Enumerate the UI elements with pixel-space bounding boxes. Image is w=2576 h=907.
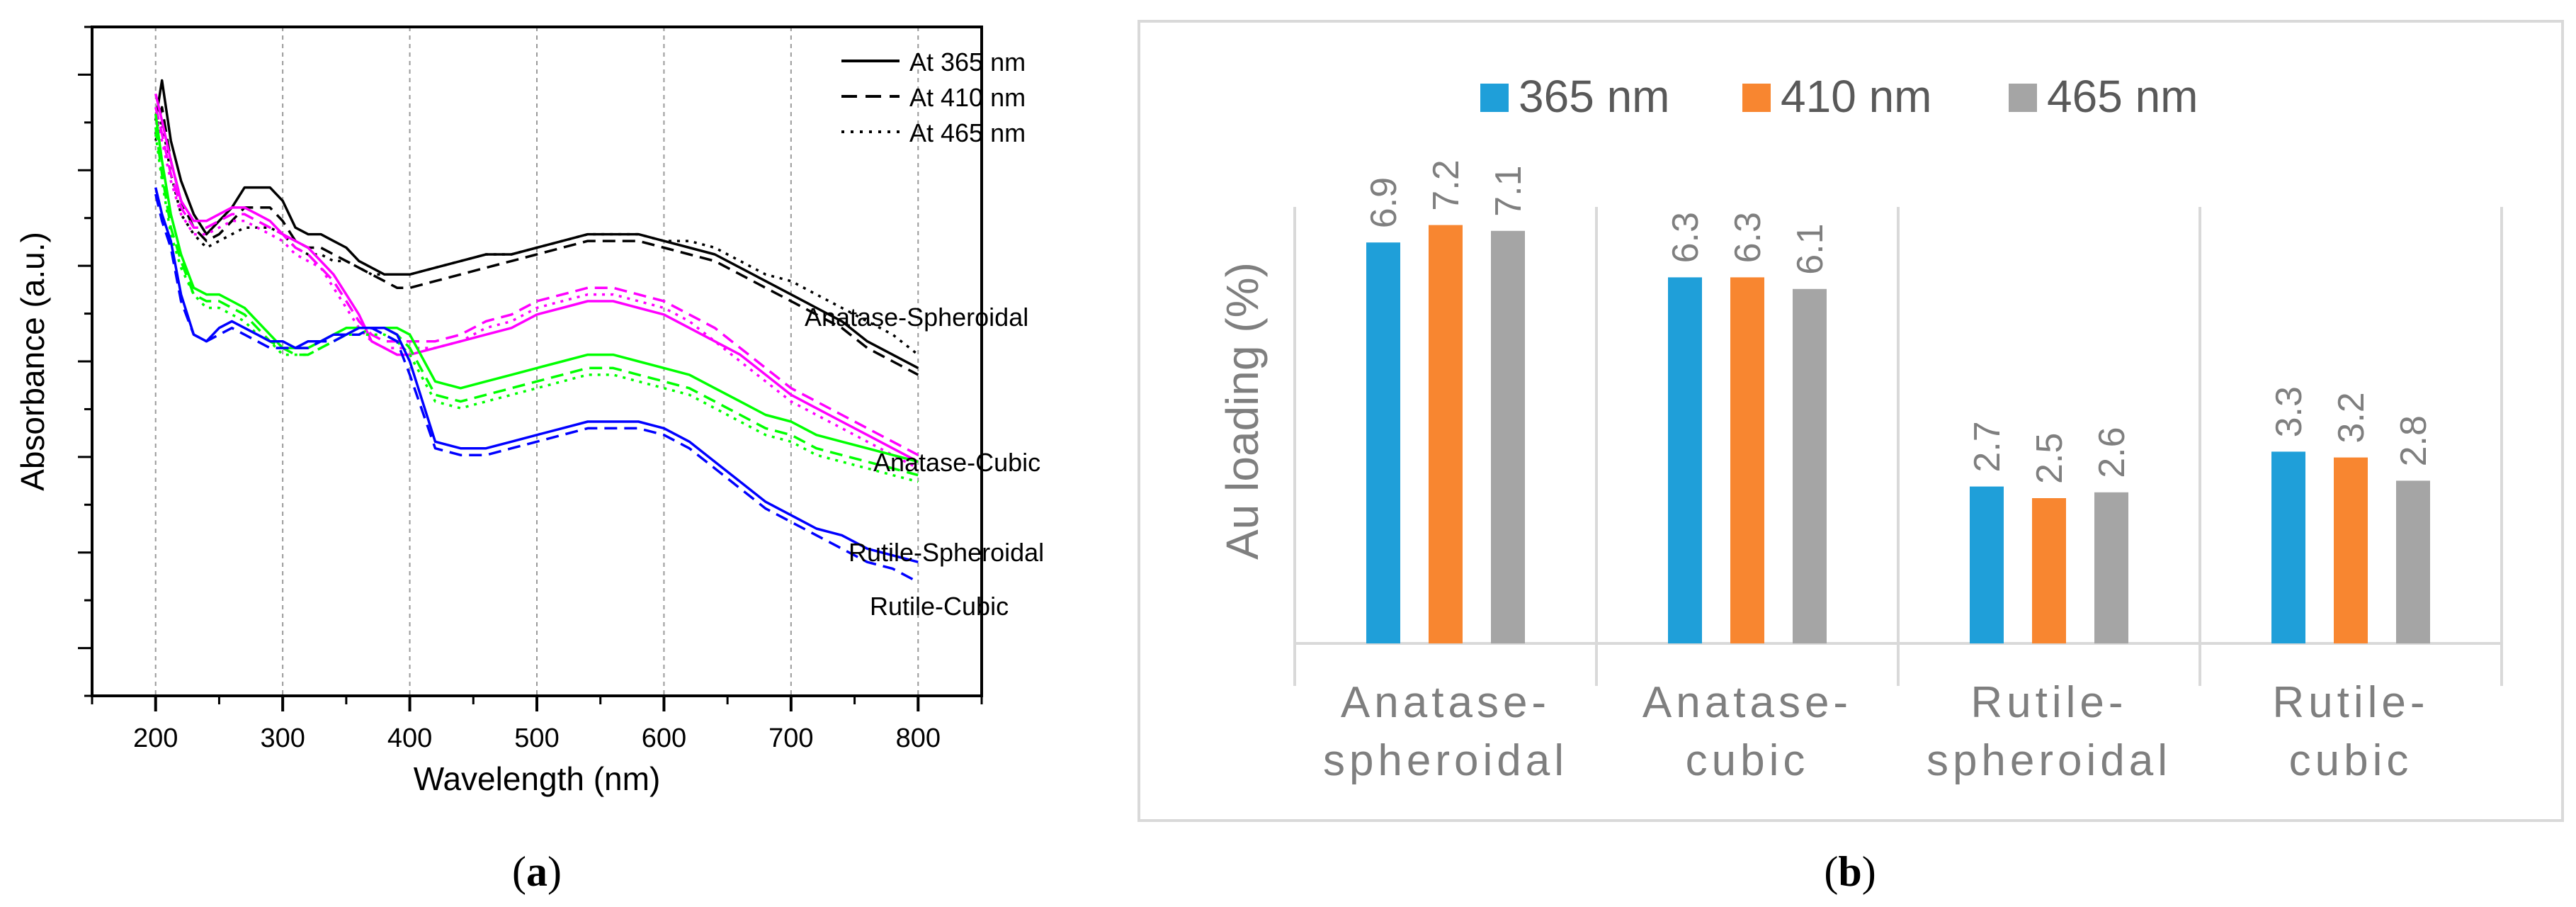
bar: [2032, 498, 2066, 643]
x-axis-title: Wavelength (nm): [414, 760, 661, 797]
value-label: 2.6: [2092, 427, 2133, 478]
value-label: 2.5: [2029, 433, 2070, 484]
category-label-line2: spheroidal: [1927, 736, 2172, 785]
bar: [2271, 451, 2305, 643]
spectrum-line: [154, 193, 919, 584]
panel-label-letter: a: [526, 848, 547, 895]
bar: [1730, 277, 1764, 643]
bar: [2094, 492, 2128, 643]
category-label-line2: cubic: [1686, 736, 1810, 785]
category-label-line2: cubic: [2289, 736, 2413, 785]
category-dividers: [1293, 207, 2503, 686]
legend-label: At 365 nm: [909, 47, 1026, 77]
panel-label-letter: b: [1838, 848, 1861, 895]
x-tick-label: 200: [133, 723, 178, 753]
category-labels: Anatase-spheroidal Anatase-cubic Rutile-sp…: [1323, 678, 2429, 785]
absorbance-series: [154, 79, 919, 584]
legend-label: 365 nm: [1519, 71, 1669, 122]
panel-label-b: (b): [1824, 848, 1876, 895]
value-label: 6.3: [1727, 212, 1769, 263]
spectrum-line: [154, 187, 919, 563]
legend-label: 465 nm: [2047, 71, 2198, 122]
bar: [1366, 242, 1400, 643]
x-tick-label: 700: [768, 723, 813, 753]
annotation-anatase-spheroidal: Anatase-Spheroidal: [805, 303, 1028, 332]
value-labels: 6.9 7.2 7.1 6.3 6.3 6.1 2.7 2.5 2.6 3.3 3.2 2.8: [1363, 159, 2434, 484]
bar: [1429, 225, 1463, 644]
value-label: 2.7: [1967, 421, 2008, 472]
value-label: 2.8: [2393, 415, 2434, 466]
category-label-line1: Anatase-: [1341, 678, 1550, 727]
legend-swatch: [1480, 84, 1509, 112]
vertical-gridlines: [154, 27, 919, 696]
x-tick-label: 300: [260, 723, 305, 753]
bar: [1491, 230, 1525, 643]
bar: [1668, 277, 1702, 643]
legend-label: At 465 nm: [909, 118, 1026, 147]
bar: [2396, 480, 2430, 643]
annotation-rutile-cubic: Rutile-Cubic: [870, 592, 1009, 621]
legend: 365 nm 410 nm 465 nm: [1480, 71, 2198, 122]
spectrum-line: [154, 106, 919, 456]
category-label-line2: spheroidal: [1323, 736, 1568, 785]
spectrum-line: [154, 106, 919, 376]
value-label: 7.2: [1426, 159, 1467, 210]
legend-swatch: [2009, 84, 2037, 112]
category-label-line1: Anatase-: [1642, 678, 1852, 727]
line-chart-panel: 200 300 400 500 600 700 800 Wavelength (nm) Ab…: [14, 26, 1044, 895]
panel-label-open: (: [1824, 848, 1838, 895]
panel-label-close: ): [547, 848, 562, 895]
value-label: 6.1: [1790, 224, 1831, 275]
bar: [1970, 486, 2004, 643]
y-axis-title: Absorbance (a.u.): [14, 232, 51, 491]
value-label: 3.3: [2269, 386, 2310, 437]
y-axis-ticks: [78, 26, 92, 697]
bar-chart-panel: 365 nm 410 nm 465 nm 6.9 7.2 7.1 6.3 6.3 6.1 2.7…: [1137, 20, 2564, 895]
panel-label-open: (: [512, 848, 526, 895]
legend-label: 410 nm: [1781, 71, 1931, 122]
x-tick-label: 400: [387, 723, 432, 753]
spectrum-line: [154, 113, 919, 463]
x-axis-ticks: 200 300 400 500 600 700 800: [91, 696, 983, 753]
spectrum-line: [154, 113, 919, 470]
legend-label: At 410 nm: [909, 83, 1026, 112]
x-tick-label: 600: [642, 723, 686, 753]
annotation-rutile-spheroidal: Rutile-Spheroidal: [849, 538, 1044, 567]
spectrum-line: [154, 127, 919, 477]
bar: [1793, 288, 1827, 643]
y-axis-title: Au loading (%): [1217, 262, 1268, 560]
value-label: 6.9: [1363, 177, 1405, 228]
value-label: 3.2: [2331, 392, 2372, 443]
value-label: 6.3: [1665, 212, 1706, 263]
category-label-line1: Rutile-: [2272, 678, 2429, 727]
category-label-line1: Rutile-: [1970, 678, 2127, 727]
panel-label-a: (a): [512, 848, 562, 895]
bars: [1366, 225, 2430, 644]
legend: At 365 nm At 410 nm At 465 nm: [841, 47, 1026, 147]
bar: [2334, 457, 2368, 643]
x-tick-label: 500: [514, 723, 559, 753]
panel-label-close: ): [1862, 848, 1876, 895]
x-tick-label: 800: [896, 723, 941, 753]
annotation-anatase-cubic: Anatase-Cubic: [873, 448, 1040, 477]
legend-swatch: [1742, 84, 1771, 112]
value-label: 7.1: [1488, 166, 1529, 217]
